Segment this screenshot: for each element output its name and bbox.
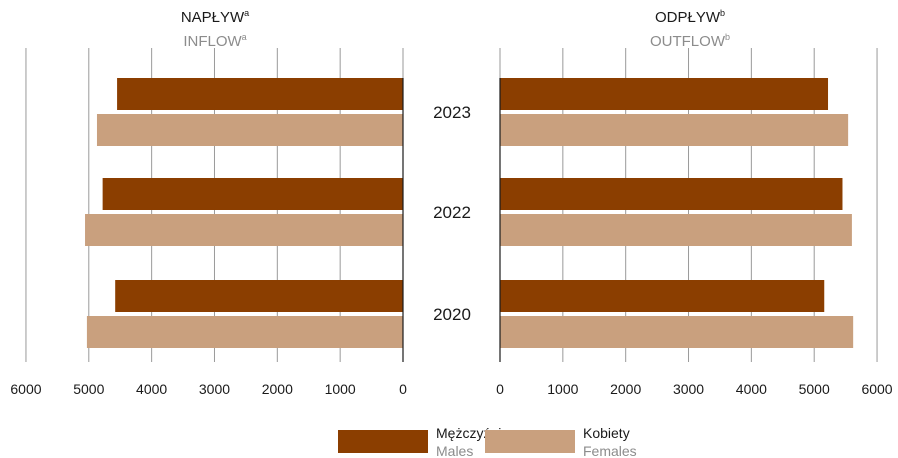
legend-sublabel-females: Females bbox=[583, 443, 637, 458]
inflow-bar-males-2023 bbox=[117, 78, 403, 110]
outflow-tick-label: 6000 bbox=[861, 381, 892, 397]
outflow-subtitle-superscript: b bbox=[725, 32, 730, 42]
inflow-title: NAPŁYWa bbox=[181, 8, 249, 26]
outflow-bar-females-2020 bbox=[500, 316, 854, 348]
outflow-tick-label: 5000 bbox=[799, 381, 830, 397]
inflow-tick-label: 6000 bbox=[10, 381, 41, 397]
legend-swatch-males bbox=[338, 430, 428, 453]
inflow-bar-females-2023 bbox=[96, 114, 403, 146]
outflow-tick-label: 3000 bbox=[673, 381, 704, 397]
inflow-bar-males-2020 bbox=[115, 280, 403, 312]
inflow-tick-label: 1000 bbox=[325, 381, 356, 397]
inflow-tick-label: 5000 bbox=[73, 381, 104, 397]
inflow-tick-label: 3000 bbox=[199, 381, 230, 397]
inflow-title-superscript: a bbox=[244, 8, 249, 18]
outflow-bar-females-2023 bbox=[500, 114, 849, 146]
inflow-tick-label: 4000 bbox=[136, 381, 167, 397]
inflow-bar-males-2022 bbox=[102, 178, 403, 210]
inflow-subtitle-superscript: a bbox=[242, 32, 247, 42]
inflow-bar-females-2022 bbox=[85, 214, 403, 246]
legend-swatch-females bbox=[485, 430, 575, 453]
legend-sublabel-males: Males bbox=[436, 443, 473, 458]
outflow-bar-females-2022 bbox=[500, 214, 852, 246]
outflow-subtitle: OUTFLOWb bbox=[650, 32, 730, 50]
outflow-tick-label: 2000 bbox=[610, 381, 641, 397]
year-label-2020: 2020 bbox=[433, 305, 471, 324]
inflow-bar-females-2020 bbox=[86, 316, 404, 348]
outflow-tick-label: 0 bbox=[496, 381, 504, 397]
year-label-2022: 2022 bbox=[433, 203, 471, 222]
inflow-subtitle: INFLOWa bbox=[183, 32, 246, 50]
outflow-title-superscript: b bbox=[720, 8, 725, 18]
inflow-tick-label: 2000 bbox=[262, 381, 293, 397]
outflow-bar-males-2023 bbox=[500, 78, 829, 110]
outflow-bar-males-2020 bbox=[500, 280, 825, 312]
year-label-2023: 2023 bbox=[433, 103, 471, 122]
outflow-title: ODPŁYWb bbox=[655, 8, 725, 26]
outflow-bar-males-2022 bbox=[500, 178, 843, 210]
legend-label-females: Kobiety bbox=[583, 425, 630, 441]
outflow-tick-label: 4000 bbox=[736, 381, 767, 397]
inflow-tick-label: 0 bbox=[399, 381, 407, 397]
outflow-tick-label: 1000 bbox=[547, 381, 578, 397]
